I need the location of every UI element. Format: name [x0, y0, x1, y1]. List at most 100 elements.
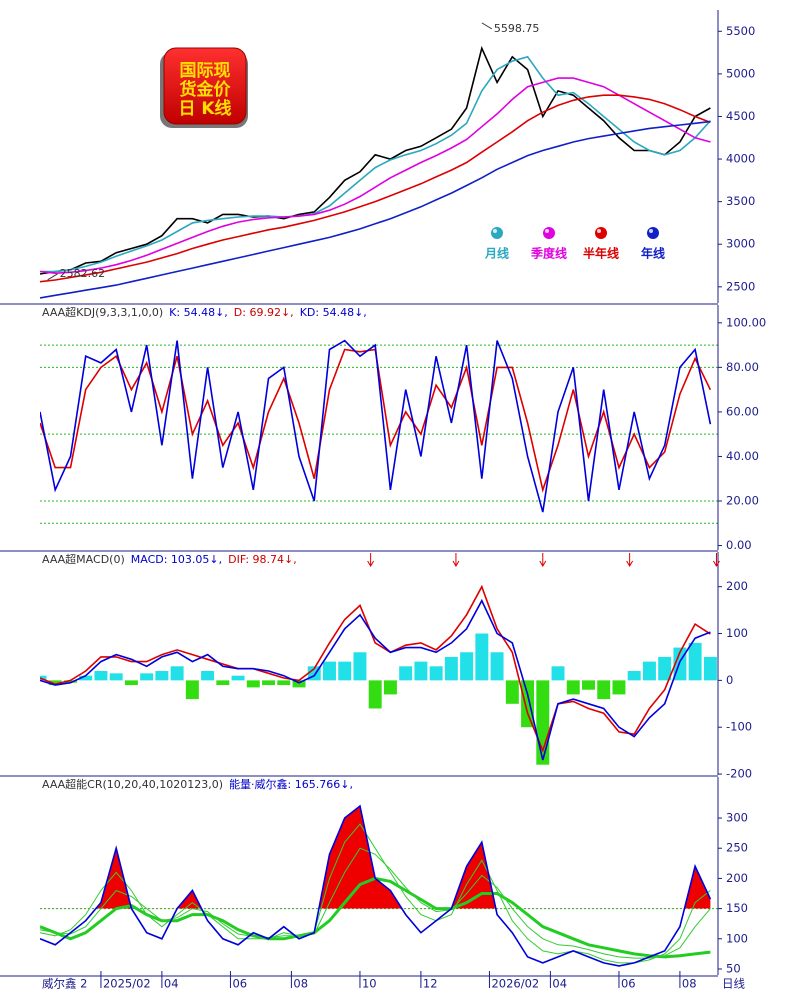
legend-marker — [491, 227, 503, 239]
series-line — [40, 55, 711, 273]
histogram-bar — [262, 680, 276, 686]
histogram-bar — [566, 680, 580, 695]
legend-label: 月线 — [484, 246, 509, 261]
annotation: 2582.62 — [60, 267, 106, 280]
signal-arrow — [452, 553, 460, 567]
panel-header: AAA超能CR(10,20,40,1020123,0) 能量·威尔鑫: 165.7… — [42, 777, 353, 791]
y-tick-label: 80.00 — [726, 360, 759, 374]
footer-label: 日线 — [722, 977, 745, 990]
y-tick-label: 200 — [726, 871, 748, 885]
histogram-bar — [703, 656, 717, 681]
logo: 国际现 货金价 日 K线 — [160, 47, 248, 128]
x-tick-label: 2025/02 — [103, 977, 151, 990]
x-tick-label: 04 — [552, 977, 567, 990]
histogram-bar — [63, 680, 77, 683]
y-tick-label: -200 — [726, 767, 752, 781]
histogram-bar — [323, 661, 336, 681]
y-tick-label: 100.00 — [726, 315, 766, 329]
series-line — [40, 823, 711, 964]
histogram-bar — [368, 680, 382, 709]
threshold-fill — [95, 805, 711, 909]
x-tick-label: 06 — [621, 977, 636, 990]
legend-label: 半年线 — [583, 246, 619, 261]
y-tick-label: 60.00 — [726, 404, 759, 418]
series-line — [40, 847, 711, 959]
legend-marker — [543, 227, 555, 239]
readout: K: 54.48↓, — [169, 306, 228, 319]
annotation: 5598.75 — [494, 22, 539, 35]
footer-label: 威尔鑫 2 — [42, 977, 87, 990]
plot-area — [40, 45, 718, 967]
histogram-bar — [185, 680, 199, 700]
histogram-bar — [155, 670, 169, 681]
y-tick-label: 4500 — [726, 109, 755, 123]
legend-marker — [647, 227, 659, 239]
y-tick-label: 40.00 — [726, 449, 759, 463]
histogram-bar — [642, 661, 656, 681]
histogram-bar — [40, 675, 47, 681]
signal-arrow — [626, 553, 634, 567]
legend-highlight — [649, 229, 653, 233]
x-tick-label: 08 — [682, 977, 697, 990]
histogram-bar — [505, 680, 519, 704]
legend-label: 年线 — [641, 246, 665, 261]
y-tick-label: 4000 — [726, 152, 755, 166]
y-tick-label: 0 — [726, 673, 733, 687]
readout: DIF: 98.74↓, — [228, 553, 297, 566]
legend-label: 季度线 — [530, 246, 567, 261]
histogram-bar — [582, 680, 595, 690]
histogram-bar — [201, 670, 215, 681]
histogram-bar — [658, 656, 672, 681]
readout: D: 69.92↓, — [234, 306, 294, 319]
histogram-bar — [383, 680, 397, 695]
x-tick-label: 04 — [164, 977, 179, 990]
y-tick-label: 5000 — [726, 66, 755, 80]
series-line — [40, 94, 711, 283]
panel-header: AAA超MACD(0) MACD: 103.05↓, DIF: 98.74↓, — [42, 552, 297, 566]
series-line — [40, 598, 711, 761]
signal-arrow — [367, 553, 375, 567]
y-tick-label: 300 — [726, 811, 748, 825]
histogram-bar — [475, 633, 489, 681]
x-tick-label: 2026/02 — [491, 977, 539, 990]
histogram-bar — [109, 673, 123, 681]
histogram-bar — [688, 642, 702, 681]
panel-title: AAA超KDJ(9,3,3,1,0,0) — [42, 305, 163, 319]
readout: MACD: 103.05↓, — [131, 553, 222, 566]
y-tick-label: 100 — [726, 931, 748, 945]
y-tick-label: 150 — [726, 901, 748, 915]
histogram-bar — [170, 666, 184, 681]
histogram-bar — [338, 661, 352, 681]
y-tick-label: 0.00 — [726, 538, 752, 552]
readout: 能量·威尔鑫: 165.766↓, — [229, 777, 353, 791]
legend-highlight — [597, 229, 601, 233]
y-tick-label: 20.00 — [726, 494, 759, 508]
histogram-bar — [627, 670, 641, 681]
y-tick-label: -100 — [726, 720, 752, 734]
series-line — [40, 584, 711, 753]
histogram-bar — [460, 652, 474, 681]
signal-arrow — [713, 553, 720, 567]
legend-marker — [595, 227, 607, 239]
histogram-bar — [79, 675, 93, 681]
histogram-bar — [277, 680, 291, 686]
histogram-bar — [597, 680, 611, 700]
histogram-bar — [612, 680, 626, 695]
histogram-bar — [521, 680, 535, 728]
series-line — [40, 120, 711, 299]
histogram-bar — [292, 680, 306, 688]
logo-box — [163, 47, 247, 125]
logo-line: 货金价 — [180, 79, 232, 100]
histogram-bar — [216, 680, 230, 686]
series-line — [40, 339, 712, 513]
y-tick-label: 2500 — [726, 279, 755, 293]
histogram-bar — [429, 666, 443, 681]
y-tick-label: 250 — [726, 841, 748, 855]
readout: KD: 54.48↓, — [300, 306, 367, 319]
histogram-bar — [444, 656, 458, 681]
legend-highlight — [545, 229, 549, 233]
histogram-bar — [94, 670, 108, 681]
histogram-bar — [231, 675, 245, 681]
histogram-bar — [399, 666, 413, 681]
legend-highlight — [493, 229, 497, 233]
